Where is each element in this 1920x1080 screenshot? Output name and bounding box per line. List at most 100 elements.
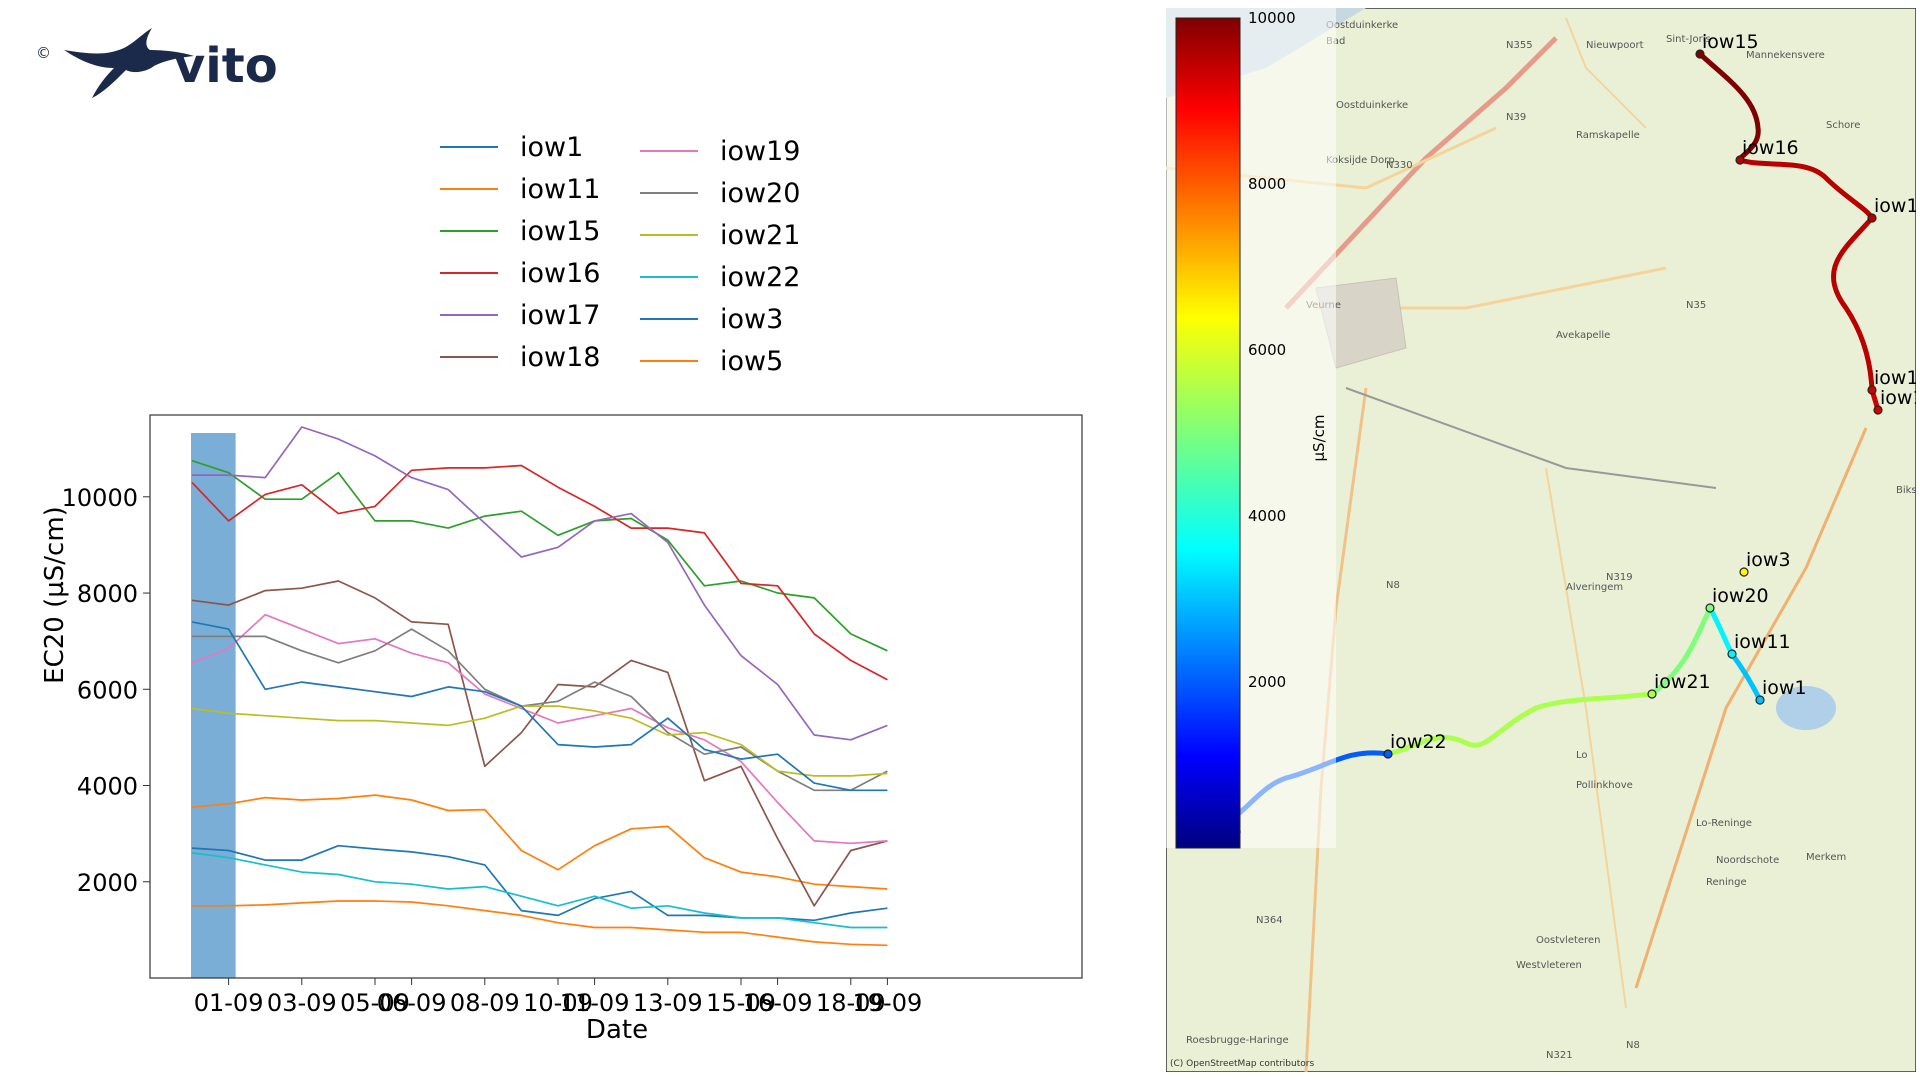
place-label: N39 (1506, 112, 1526, 123)
legend-swatch (640, 234, 698, 236)
place-label: N35 (1686, 300, 1706, 311)
legend-item: iow16 (440, 252, 600, 294)
legend-swatch (640, 360, 698, 362)
station-marker (1695, 49, 1705, 59)
colorbar (1175, 17, 1241, 849)
place-label: Lo (1576, 750, 1588, 761)
series-line-iow18 (191, 580, 888, 907)
legend-label: iow16 (520, 257, 601, 289)
x-tick-label: 16-09 (743, 989, 813, 1017)
station-label: iow15 (1702, 31, 1759, 53)
bird-logo-icon (64, 28, 194, 98)
series-line-iow21 (191, 705, 888, 777)
plot-frame (149, 414, 1083, 979)
map-road (1565, 17, 1647, 129)
legend-swatch (640, 150, 698, 152)
legend-label: iow20 (720, 177, 801, 209)
station-label: iow3 (1746, 549, 1791, 571)
place-label: Sint-Joris (1666, 34, 1711, 45)
place-label: Oostduinkerke (1326, 20, 1398, 31)
legend-item: iow19 (640, 130, 800, 172)
series-line-iow11 (191, 794, 888, 890)
legend-swatch (440, 356, 498, 358)
legend-swatch (640, 318, 698, 320)
station-label: iow18 (1874, 367, 1916, 389)
y-tick-label: 8000 (77, 580, 138, 608)
place-label: Avekapelle (1556, 330, 1610, 341)
legend-item: iow15 (440, 210, 600, 252)
x-tick-label: 19-09 (853, 989, 923, 1017)
place-label: Bikschote (1896, 485, 1916, 496)
station-marker (1383, 749, 1393, 759)
series-line-iow22 (191, 852, 888, 929)
y-axis-label: EC20 (µS/cm) (40, 506, 70, 684)
place-label: Oostvleteren (1536, 935, 1600, 946)
legend-label: iow17 (520, 299, 601, 331)
x-tick-label: 03-09 (267, 989, 337, 1017)
legend-item: iow22 (640, 256, 800, 298)
map-road (1634, 427, 1868, 989)
x-tick-label: 15-09 (706, 989, 776, 1017)
chart-legend: iow1 iow11 iow15 iow16 iow17 iow18 iow19 iow20 i… (440, 126, 840, 378)
legend-label: iow5 (720, 345, 784, 377)
legend-label: iow19 (720, 135, 801, 167)
place-label: Roesbrugge-Haringe (1186, 1035, 1289, 1046)
map-road (1345, 387, 1717, 489)
colorbar-tick-label: 10000 (1248, 9, 1296, 27)
colorbar-tick-label: 2000 (1248, 673, 1286, 691)
x-axis-label: Date (586, 1015, 648, 1045)
series-line-iow16 (191, 464, 888, 681)
x-tick-label: 06-09 (377, 989, 447, 1017)
station-label: iow21 (1654, 671, 1711, 693)
place-label: Mannekensvere (1746, 50, 1825, 61)
colorbar-tick-label: 8000 (1248, 175, 1286, 193)
place-label: Merkem (1806, 852, 1846, 863)
station-marker (1735, 155, 1745, 165)
series-line-iow3 (191, 621, 888, 792)
place-label: Koksijde Dorp (1326, 155, 1395, 166)
station-marker (1867, 213, 1877, 223)
place-label: N321 (1546, 1050, 1573, 1061)
legend-swatch (440, 230, 498, 232)
place-label: N330 (1386, 160, 1413, 171)
map-attribution: (C) OpenStreetMap contributors (1170, 1059, 1314, 1069)
highlight-band (191, 433, 236, 978)
place-label: N8 (1386, 580, 1400, 591)
x-tick-label: 10-09 (523, 989, 593, 1017)
station-marker (1647, 689, 1657, 699)
place-label: Nieuwpoort (1586, 40, 1644, 51)
legend-item: iow20 (640, 172, 800, 214)
legend-label: iow15 (520, 215, 601, 247)
x-tick-label: 08-09 (450, 989, 520, 1017)
station-label: iow16 (1742, 137, 1799, 159)
x-tick-label: 18-09 (816, 989, 886, 1017)
river-segment (1737, 157, 1875, 221)
legend-column: iow1 iow11 iow15 iow16 iow17 iow18 (440, 126, 600, 378)
legend-item: iow21 (640, 214, 800, 256)
x-tick-label: 05-09 (340, 989, 410, 1017)
station-marker (1705, 603, 1715, 613)
legend-swatch (640, 192, 698, 194)
x-tick-label: 01-09 (194, 989, 264, 1017)
station-marker (1727, 649, 1737, 659)
legend-item: iow1 (440, 126, 600, 168)
place-label: Oostduinkerke (1336, 100, 1408, 111)
salinity-map: OostduinkerkeBadN355NieuwpoortSint-Joris… (1166, 8, 1916, 1072)
river-segment (1831, 215, 1875, 393)
place-label: Reninge (1706, 877, 1747, 888)
legend-item: iow11 (440, 168, 600, 210)
place-label: Lo-Reninge (1696, 818, 1752, 829)
brand-name: vito (174, 38, 278, 94)
x-tick-label: 11-09 (560, 989, 630, 1017)
place-label: Schore (1826, 120, 1860, 131)
y-tick-label: 2000 (77, 869, 138, 897)
copyright-symbol: © (36, 44, 51, 62)
place-label: N355 (1506, 40, 1533, 51)
station-label: iow1 (1762, 677, 1807, 699)
legend-label: iow22 (720, 261, 801, 293)
river-segment (1385, 691, 1655, 757)
legend-label: iow3 (720, 303, 784, 335)
place-label: Pollinkhove (1576, 780, 1633, 791)
colorbar-tick-label: 4000 (1248, 507, 1286, 525)
river-segment (1649, 605, 1713, 697)
